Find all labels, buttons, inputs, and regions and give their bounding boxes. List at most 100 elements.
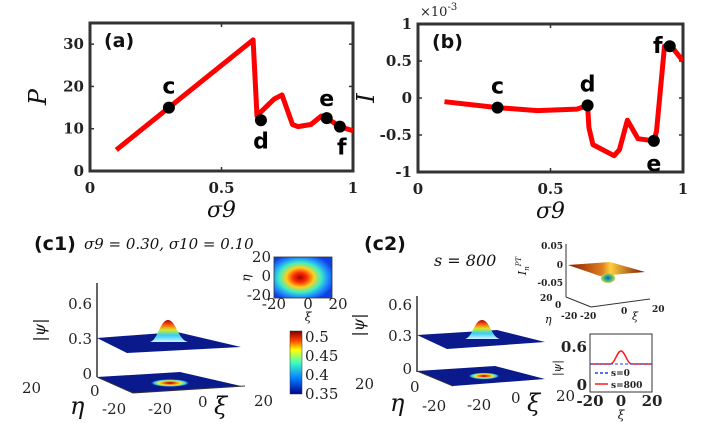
x-axis-label: ξ (618, 408, 626, 422)
panel-c1: (c1) σ9 = 0.30, σ10 = 0.10 0.6 0.3 0 |ψ|… (22, 233, 348, 420)
y-axis-label: P (24, 88, 52, 106)
z-tick: 0 (82, 365, 92, 383)
point-label-c: c (162, 75, 175, 100)
surface-3d-c1: 0.6 0.3 0 |ψ| 20 0 -20 η -20 0 ξ 20 (22, 283, 273, 420)
z-tick: 0.05 (541, 242, 563, 252)
panel-label: (b) (432, 31, 463, 53)
y-tick-label: 0 (74, 162, 84, 180)
z-axis-label: InPT (515, 256, 531, 277)
point-label-f: f (653, 34, 663, 59)
x-tick: -20 (262, 295, 286, 313)
z-tick: 0.3 (68, 330, 92, 348)
x-axis-label: ξ (305, 310, 313, 324)
lower-plane-spot (150, 379, 190, 387)
data-point-e (647, 134, 660, 147)
panel-c1-title: σ9 = 0.30, σ10 = 0.10 (84, 235, 254, 253)
x-tick: -20 (467, 396, 491, 414)
legend-s800-label: s=800 (611, 381, 642, 391)
x-tick: 0 (511, 389, 521, 407)
z-tick: 0.3 (388, 327, 412, 345)
z-tick: 0.6 (68, 295, 92, 313)
data-point-c (491, 101, 504, 114)
panel-label: (a) (104, 30, 134, 52)
x-tick: 20 (556, 387, 575, 405)
colorbar-tick: 0.35 (305, 385, 338, 403)
colorbar-tick: 0.45 (305, 347, 338, 365)
y-tick-label: 1 (402, 15, 412, 33)
y-tick: 20 (355, 375, 374, 393)
y-tick: 20 (252, 248, 271, 266)
x-axis-label: σ9 (207, 198, 236, 223)
point-label-e: e (319, 87, 334, 112)
y-tick: 0.6 (561, 338, 587, 356)
x-tick: 20 (652, 305, 665, 315)
y-tick-label: 30 (63, 35, 84, 53)
inset-heatmap: 20 0 -20 η -20 0 20 ξ (239, 248, 348, 324)
z-tick: 0 (557, 261, 563, 271)
x-tick: 0 (198, 393, 208, 411)
inset-profile-chart: 0.6 0 |ψ| -20 0 20 ξ s=0 s=800 (551, 333, 663, 422)
inset-surface-pt: 0.05 0 -0.05 InPT 20 0 -20 η -20 0 ξ 20 (515, 242, 665, 326)
upper-plane (97, 332, 241, 353)
x-tick: 0 (621, 307, 627, 317)
x-tick: 20 (328, 295, 347, 313)
point-label-c: c (491, 75, 504, 100)
point-label-f: f (337, 136, 347, 161)
y-tick: 0 (90, 382, 100, 400)
gaussian-peak (150, 320, 188, 342)
gaussian-peak (465, 320, 500, 339)
legend-s0-label: s=0 (611, 369, 630, 379)
x-tick: -20 (580, 312, 596, 322)
data-point-e (320, 112, 333, 125)
x-tick-label: 0.5 (208, 179, 234, 197)
y-axis-label: |ψ| (551, 360, 565, 376)
x-tick-label: 0 (85, 179, 95, 197)
x-tick: 0 (303, 295, 313, 313)
z-tick: -0.05 (537, 279, 563, 289)
z-tick: 0.6 (388, 296, 412, 314)
z-tick: 0 (402, 360, 412, 378)
svg-text:InPT: InPT (515, 256, 531, 277)
z-axis-label: |ψ| (349, 313, 368, 336)
point-label-d: d (253, 129, 269, 154)
y-axis-label: η (239, 274, 253, 282)
surface-3d-c2: 0.6 0.3 0 |ψ| 20 0 -20 η -20 0 ξ 20 (349, 296, 575, 417)
y-tick-label: 0 (402, 89, 412, 107)
x-tick-label: 1 (678, 180, 688, 198)
y-tick: 20 (22, 379, 41, 397)
panel-c1-label: (c1) (34, 233, 76, 255)
panel-c2-title: s = 800 (434, 251, 496, 270)
y-tick-label: -1 (395, 163, 412, 181)
plot-frame (88, 21, 355, 173)
panel-c2: (c2) s = 800 0.6 0.3 0 |ψ| 20 0 -20 η -2… (349, 233, 665, 422)
x-tick-label: 0.5 (537, 180, 563, 198)
point-label-d: d (580, 72, 596, 97)
y-tick: 0 (577, 376, 587, 394)
y-axis-label: η (545, 313, 552, 326)
y-tick: 0 (410, 378, 420, 396)
data-curve (444, 43, 683, 159)
y-tick-label: 10 (63, 120, 84, 138)
z-axis-label: |ψ| (30, 318, 49, 341)
y-tick: 20 (540, 294, 553, 304)
panel-c2-label: (c2) (364, 233, 406, 255)
point-label-e: e (646, 152, 661, 177)
colorbar: 0.5 0.45 0.4 0.35 (289, 328, 338, 403)
x-axis-label: σ9 (536, 199, 565, 224)
data-point-d (581, 99, 594, 112)
x-tick-label: 0 (413, 180, 423, 198)
x-tick: 20 (254, 392, 273, 410)
y-tick: 0 (555, 301, 561, 311)
y-tick: -20 (422, 397, 446, 415)
panel-b-chart: 0 0.5 1 -1 -0.5 0 0.5 1 (b) σ9 I c d e f ×10-3 (352, 2, 688, 224)
data-point-d (254, 114, 267, 127)
y-axis-label: η (390, 389, 405, 417)
x-tick: 20 (642, 392, 663, 410)
x-axis-label: ξ (527, 389, 542, 417)
surface-dip (601, 273, 615, 283)
y-tick-label: -0.5 (380, 126, 412, 144)
lower-plane-spot (468, 372, 500, 380)
x-tick: -20 (148, 400, 172, 418)
